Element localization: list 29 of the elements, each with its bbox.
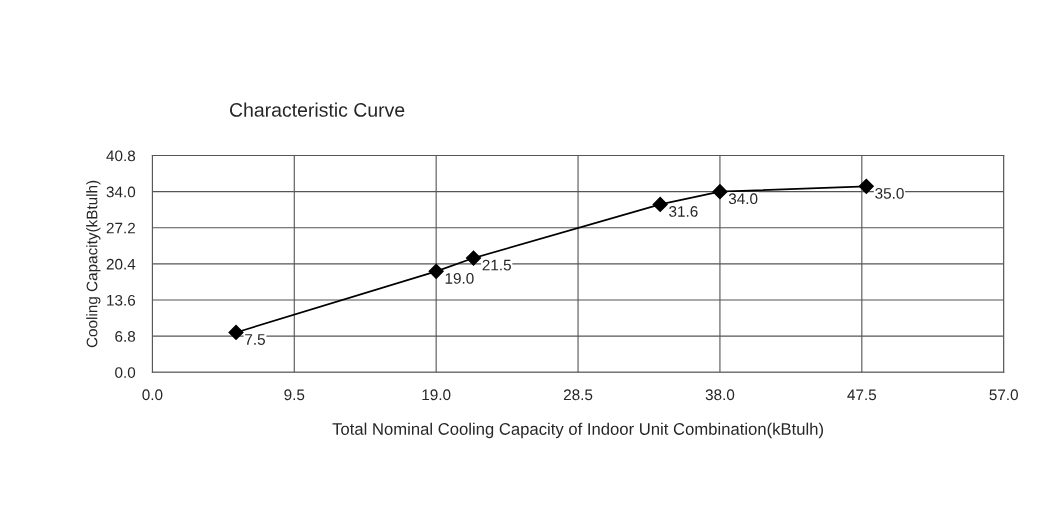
- x-tick-label: 57.0: [989, 389, 1018, 401]
- point: [858, 178, 874, 194]
- x-tick-label: 38.0: [705, 389, 735, 401]
- data-label: 7.5: [245, 334, 265, 345]
- point: [428, 263, 444, 279]
- point: [465, 250, 482, 266]
- y-tick-label: 0.0: [115, 367, 136, 378]
- x-tick-label: 19.0: [422, 389, 451, 401]
- data-label: 19.0: [445, 272, 474, 284]
- y-tick-label: 20.4: [106, 258, 136, 270]
- x-tick-label: 0.0: [142, 389, 163, 401]
- data-label: 21.5: [482, 259, 511, 271]
- x-axis-title: Total Nominal Cooling Capacity of Indoor Unit Combination(kBtulh): [332, 422, 823, 439]
- y-tick-label: 13.6: [107, 294, 136, 306]
- data-label: 35.0: [875, 187, 904, 199]
- data-label: 34.0: [728, 193, 758, 205]
- x-tick-label: 9.5: [284, 389, 305, 401]
- x-tick-label: 47.5: [847, 389, 877, 401]
- y-tick-label: 6.8: [115, 331, 136, 342]
- point: [228, 324, 244, 341]
- data-label: 31.6: [669, 206, 698, 217]
- y-tick-label: 34.0: [106, 186, 136, 198]
- y-tick-label: 40.8: [106, 150, 136, 162]
- y-axis-title: Cooling Capacity(kBtulh): [86, 180, 101, 348]
- point: [712, 184, 728, 200]
- point: [652, 196, 668, 212]
- y-tick-label: 27.2: [106, 222, 135, 234]
- x-tick-label: 28.5: [563, 389, 593, 401]
- chart-title: Characteristic Curve: [230, 102, 405, 117]
